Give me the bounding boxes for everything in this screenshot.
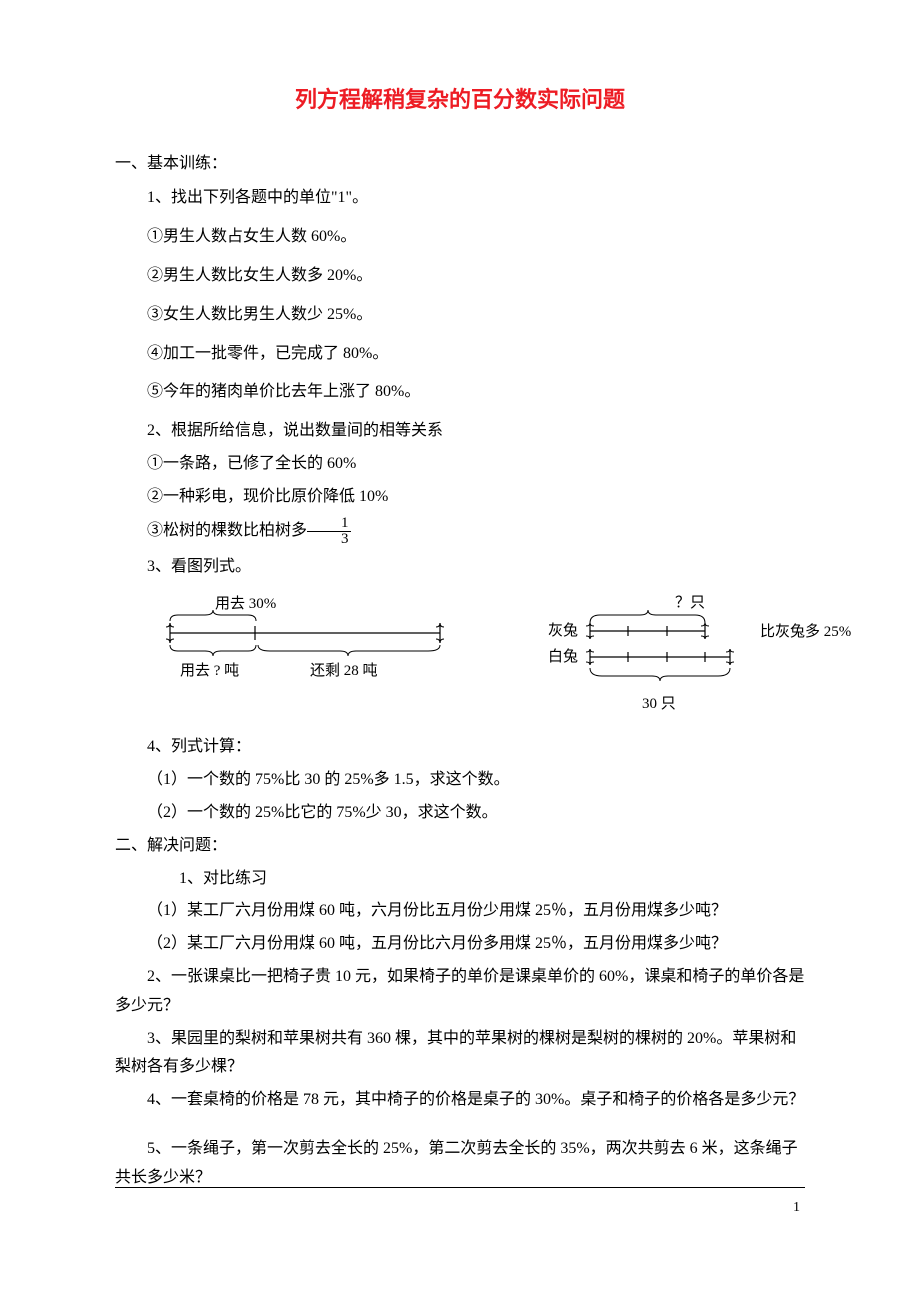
s2-q1-item-1: （1）某工厂六月份用煤 60 吨，六月份比五月份少用煤 25％，五月份用煤多少吨… <box>115 897 805 926</box>
q3-stem: 3、看图列式。 <box>115 553 805 582</box>
s2-q3: 3、果园里的梨树和苹果树共有 360 棵，其中的苹果树的棵树是梨树的棵树的 20… <box>115 1025 805 1083</box>
q1-item-4: ④加工一批零件，已完成了 80%。 <box>115 340 805 369</box>
page-title: 列方程解稍复杂的百分数实际问题 <box>115 80 805 120</box>
footer-rule <box>115 1187 805 1188</box>
s2-q4: 4、一套桌椅的价格是 78 元，其中椅子的价格是桌子的 30%。桌子和椅子的价格… <box>115 1086 805 1115</box>
section-2-heading: 二、解决问题： <box>115 832 805 861</box>
q2-item-3-prefix: ③松树的棵数比柏树多 <box>147 522 307 539</box>
q2-item-1: ①一条路，已修了全长的 60% <box>115 450 805 479</box>
fraction-1-3: 13 <box>307 516 351 547</box>
q2-stem: 2、根据所给信息，说出数量间的相等关系 <box>115 417 805 446</box>
left-remain-label: 还剩 28 吨 <box>310 662 378 679</box>
q4-item-2: （2）一个数的 25%比它的 75%少 30，求这个数。 <box>115 799 805 828</box>
diagram-right: ？只 灰兔 白兔 30 只 比灰兔多 25% <box>500 593 860 723</box>
q1-item-5: ⑤今年的猪肉单价比去年上涨了 80%。 <box>115 378 805 407</box>
page-number: 1 <box>793 1195 800 1220</box>
q1-item-2: ②男生人数比女生人数多 20%。 <box>115 262 805 291</box>
white-rabbit-label: 白兔 <box>548 648 578 665</box>
q4-item-1: （1）一个数的 75%比 30 的 25%多 1.5，求这个数。 <box>115 766 805 795</box>
section-1-heading: 一、基本训练： <box>115 150 805 179</box>
q4-stem: 4、列式计算： <box>115 733 805 762</box>
q1-item-1: ①男生人数占女生人数 60%。 <box>115 223 805 252</box>
left-top-label: 用去 30% <box>215 595 276 612</box>
right-top-label: ？只 <box>675 595 705 611</box>
right-total-label: 30 只 <box>642 696 676 712</box>
q1-item-3: ③女生人数比男生人数少 25%。 <box>115 301 805 330</box>
q3-diagrams: 用去 30% 用去 ? 吨 还剩 28 吨 ？只 灰 <box>115 593 805 723</box>
right-more-label: 比灰兔多 25% <box>760 623 851 640</box>
s2-q1-item-2: （2）某工厂六月份用煤 60 吨，五月份比六月份多用煤 25％，五月份用煤多少吨… <box>115 930 805 959</box>
s2-q1-stem: 1、对比练习 <box>115 865 805 894</box>
s2-q2: 2、一张课桌比一把椅子贵 10 元，如果椅子的单价是课桌单价的 60%，课桌和椅… <box>115 963 805 1021</box>
diagram-left: 用去 30% 用去 ? 吨 还剩 28 吨 <box>160 593 480 693</box>
q2-item-2: ②一种彩电，现价比原价降低 10% <box>115 483 805 512</box>
left-used-label: 用去 ? 吨 <box>180 662 239 679</box>
q2-item-3: ③松树的棵数比柏树多13 <box>115 516 805 547</box>
q1-stem: 1、找出下列各题中的单位"1"。 <box>115 184 805 213</box>
s2-q5: 5、一条绳子，第一次剪去全长的 25%，第二次剪去全长的 35%，两次共剪去 6… <box>115 1135 805 1193</box>
gray-rabbit-label: 灰兔 <box>548 622 578 639</box>
